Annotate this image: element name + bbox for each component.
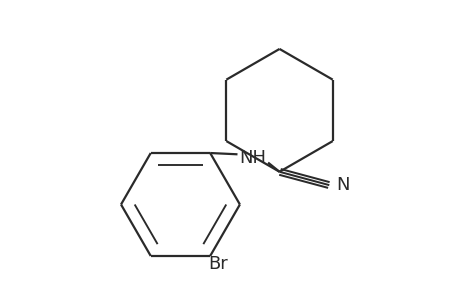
Text: Br: Br bbox=[208, 255, 228, 273]
Text: NH: NH bbox=[239, 149, 266, 167]
Text: N: N bbox=[336, 176, 349, 194]
